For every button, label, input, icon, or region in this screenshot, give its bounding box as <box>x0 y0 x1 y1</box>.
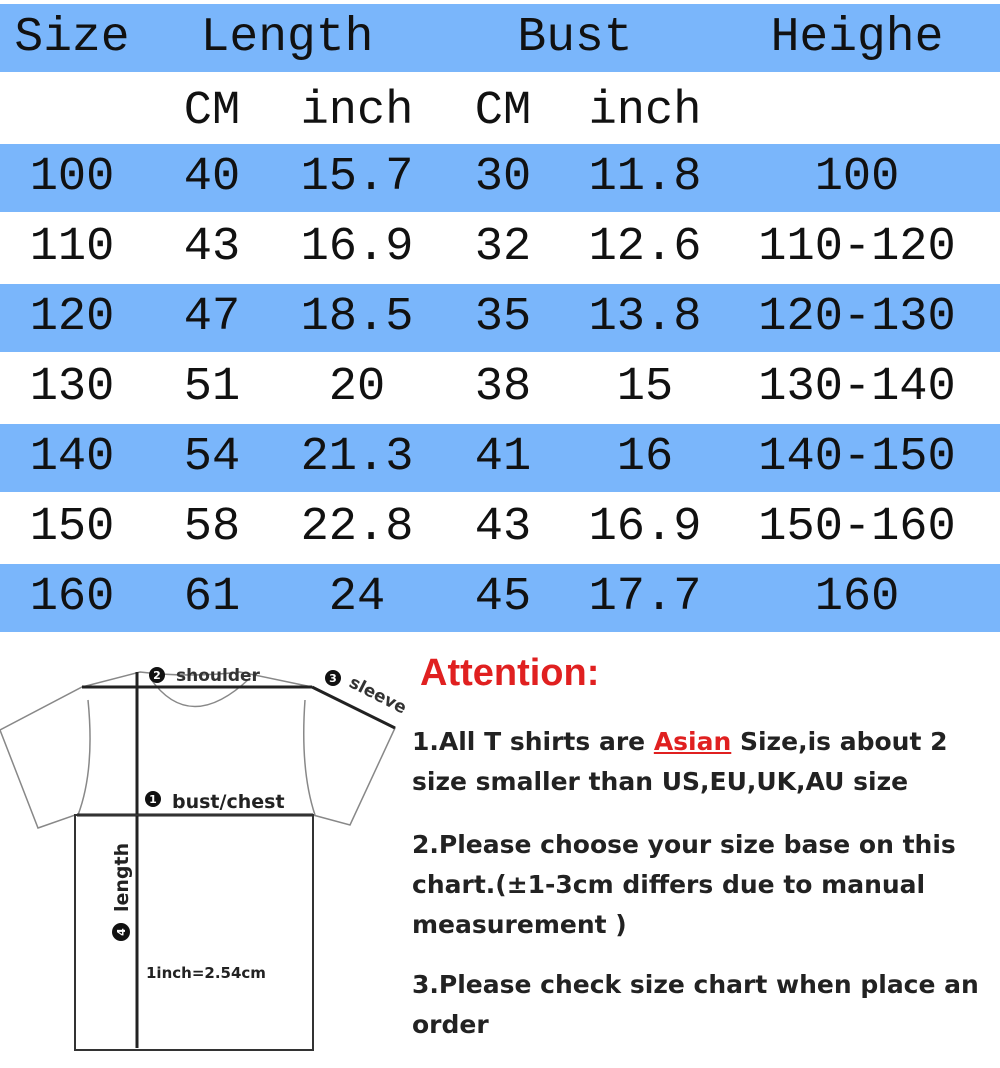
number-1-icon <box>145 791 161 807</box>
cell-bust-cm: 38 <box>474 361 532 414</box>
cell-bust-inch: 16 <box>616 431 674 484</box>
cell-size: 140 <box>29 431 115 484</box>
cell-length-inch: 20 <box>328 361 386 414</box>
cell-height: 120-130 <box>758 291 956 344</box>
row-band <box>0 424 1000 492</box>
cell-length-inch: 15.7 <box>300 151 414 204</box>
cell-size: 130 <box>29 361 115 414</box>
row-band <box>0 144 1000 212</box>
label-sleeve: sleeve <box>346 673 410 719</box>
cell-bust-cm: 35 <box>474 291 532 344</box>
cell-bust-inch: 17.7 <box>588 571 702 624</box>
header-band <box>0 4 1000 72</box>
number-4-icon <box>112 923 130 941</box>
cell-length-cm: 54 <box>183 431 241 484</box>
subheader-length-inch: inch <box>300 85 414 138</box>
cell-size: 150 <box>29 501 115 554</box>
label-conversion: 1inch=2.54cm <box>146 964 266 982</box>
label-bust: bust/chest <box>172 791 285 813</box>
cell-length-inch: 24 <box>328 571 386 624</box>
cell-height: 110-120 <box>758 221 956 274</box>
cell-height: 140-150 <box>758 431 956 484</box>
subheader-bust-cm: CM <box>474 85 532 138</box>
number-3-icon <box>325 670 341 686</box>
subheader-bust-inch: inch <box>588 85 702 138</box>
cell-size: 120 <box>29 291 115 344</box>
label-length: length <box>111 843 133 912</box>
note-3: 3.Please check size chart when place an … <box>412 970 979 1039</box>
cell-length-cm: 40 <box>183 151 241 204</box>
cell-size: 160 <box>29 571 115 624</box>
subheader-length-cm: CM <box>183 85 241 138</box>
cell-length-cm: 43 <box>183 221 241 274</box>
cell-height: 100 <box>814 151 900 204</box>
cell-length-cm: 58 <box>183 501 241 554</box>
cell-size: 100 <box>29 151 115 204</box>
number-2: 2 <box>153 669 161 682</box>
asian-highlight: Asian <box>653 727 732 756</box>
attention-title: Attention: <box>420 652 600 694</box>
cell-bust-inch: 15 <box>616 361 674 414</box>
row-band <box>0 564 1000 632</box>
cell-bust-cm: 43 <box>474 501 532 554</box>
cell-length-inch: 21.3 <box>300 431 414 484</box>
cell-bust-inch: 16.9 <box>588 501 702 554</box>
note-1: 1.All T shirts are Asian Size,is about 2… <box>412 727 948 796</box>
cell-bust-cm: 45 <box>474 571 532 624</box>
number-1: 1 <box>149 793 157 806</box>
header-bust: Bust <box>517 11 633 65</box>
cell-bust-cm: 30 <box>474 151 532 204</box>
cell-bust-inch: 12.6 <box>588 221 702 274</box>
row-band <box>0 284 1000 352</box>
cell-length-cm: 61 <box>183 571 241 624</box>
cell-length-cm: 51 <box>183 361 241 414</box>
tshirt-diagram: 2 shoulder 3 sleeve 1 bust/chest 4 lengt… <box>0 666 410 1051</box>
cell-length-inch: 18.5 <box>300 291 414 344</box>
header-height: Heighe <box>770 11 944 65</box>
cell-length-inch: 16.9 <box>300 221 414 274</box>
cell-bust-inch: 13.8 <box>588 291 702 344</box>
cell-height: 160 <box>814 571 900 624</box>
note-2: 2.Please choose your size base on this c… <box>412 830 956 939</box>
cell-size: 110 <box>29 221 115 274</box>
number-3: 3 <box>329 672 337 685</box>
cell-bust-inch: 11.8 <box>588 151 702 204</box>
label-shoulder: shoulder <box>176 666 261 686</box>
header-length: Length <box>200 11 374 65</box>
cell-bust-cm: 32 <box>474 221 532 274</box>
number-4: 4 <box>115 928 128 936</box>
cell-height: 150-160 <box>758 501 956 554</box>
number-2-icon <box>149 667 165 683</box>
header-size: Size <box>14 11 130 65</box>
cell-length-inch: 22.8 <box>300 501 414 554</box>
shirt-outline-icon <box>0 671 396 1051</box>
cell-length-cm: 47 <box>183 291 241 344</box>
cell-bust-cm: 41 <box>474 431 532 484</box>
cell-height: 130-140 <box>758 361 956 414</box>
